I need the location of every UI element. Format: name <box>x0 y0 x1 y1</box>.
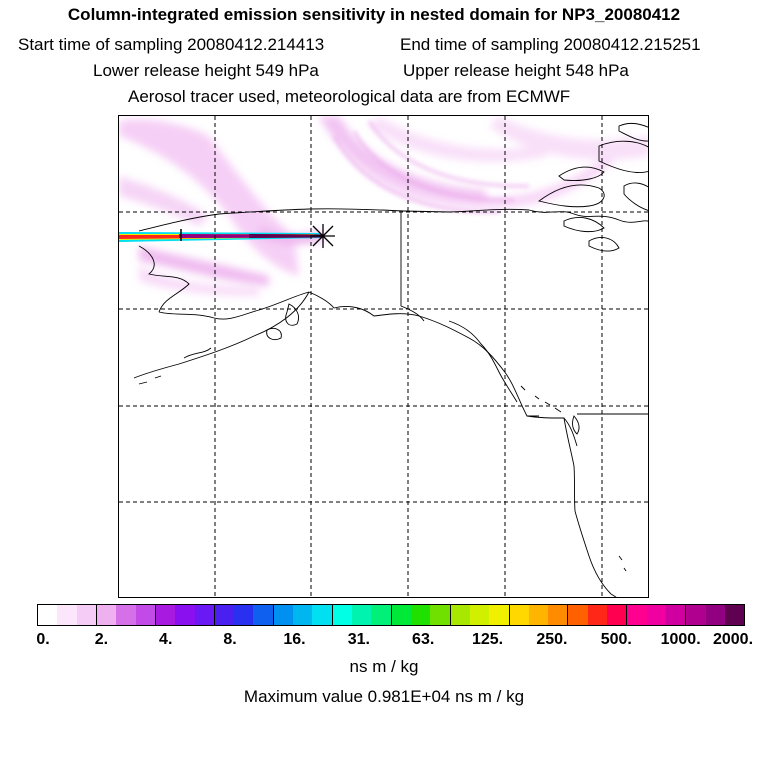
colorbar-tick-label: 2000. <box>713 631 753 649</box>
map-panel <box>118 115 649 598</box>
colorbar-swatch <box>156 605 175 625</box>
colorbar-swatch <box>451 605 470 625</box>
colorbar <box>37 604 745 626</box>
colorbar-tick-label: 4. <box>159 631 172 649</box>
colorbar-swatch <box>489 605 509 625</box>
colorbar-swatch <box>371 605 391 625</box>
colorbar-tick-label: 250. <box>536 631 567 649</box>
end-sampling-text: End time of sampling 20080412.215251 <box>400 35 701 55</box>
colorbar-swatch <box>97 605 116 625</box>
colorbar-tick-label: 16. <box>283 631 305 649</box>
colorbar-swatch <box>666 605 686 625</box>
colorbar-swatch <box>253 605 273 625</box>
colorbar-swatch <box>411 605 430 625</box>
colorbar-swatch <box>77 605 97 625</box>
colorbar-tick-label: 1000. <box>661 631 701 649</box>
colorbar-swatch <box>568 605 587 625</box>
colorbar-swatch <box>529 605 548 625</box>
colorbar-tick-label: 500. <box>601 631 632 649</box>
colorbar-swatch <box>234 605 253 625</box>
colorbar-swatch <box>607 605 627 625</box>
start-sampling-text: Start time of sampling 20080412.214413 <box>18 35 324 55</box>
colorbar-swatch <box>392 605 411 625</box>
colorbar-swatch <box>215 605 234 625</box>
colorbar-swatch <box>116 605 135 625</box>
colorbar-swatch <box>627 605 646 625</box>
colorbar-swatch <box>725 605 744 625</box>
upper-release-text: Upper release height 548 hPa <box>403 61 629 81</box>
colorbar-swatch <box>510 605 529 625</box>
tracer-info-text: Aerosol tracer used, meteorological data… <box>128 87 570 107</box>
colorbar-swatch <box>686 605 705 625</box>
colorbar-tick-label: 125. <box>472 631 503 649</box>
colorbar-swatch <box>352 605 371 625</box>
colorbar-swatch <box>38 605 57 625</box>
colorbar-tick-label: 2. <box>95 631 108 649</box>
colorbar-swatch <box>470 605 489 625</box>
colorbar-swatch <box>333 605 352 625</box>
colorbar-tick-label: 0. <box>36 631 49 649</box>
colorbar-tick-label: 8. <box>223 631 236 649</box>
release-point-marker <box>311 224 335 248</box>
colorbar-swatch <box>136 605 156 625</box>
colorbar-swatch <box>175 605 194 625</box>
maximum-value-text: Maximum value 0.981E+04 ns m / kg <box>0 687 768 707</box>
colorbar-swatch <box>548 605 568 625</box>
colorbar-swatch <box>647 605 666 625</box>
colorbar-swatch <box>293 605 312 625</box>
colorbar-unit-label: ns m / kg <box>0 657 768 677</box>
colorbar-swatch <box>706 605 725 625</box>
colorbar-swatch <box>588 605 607 625</box>
map-canvas <box>119 116 649 598</box>
colorbar-swatch <box>57 605 76 625</box>
colorbar-swatch <box>195 605 215 625</box>
colorbar-tick-label: 63. <box>412 631 434 649</box>
colorbar-tick-label: 31. <box>348 631 370 649</box>
plot-title: Column-integrated emission sensitivity i… <box>0 5 758 25</box>
lower-release-text: Lower release height 549 hPa <box>93 61 319 81</box>
colorbar-swatch <box>430 605 450 625</box>
colorbar-swatch <box>312 605 332 625</box>
colorbar-swatch <box>274 605 293 625</box>
